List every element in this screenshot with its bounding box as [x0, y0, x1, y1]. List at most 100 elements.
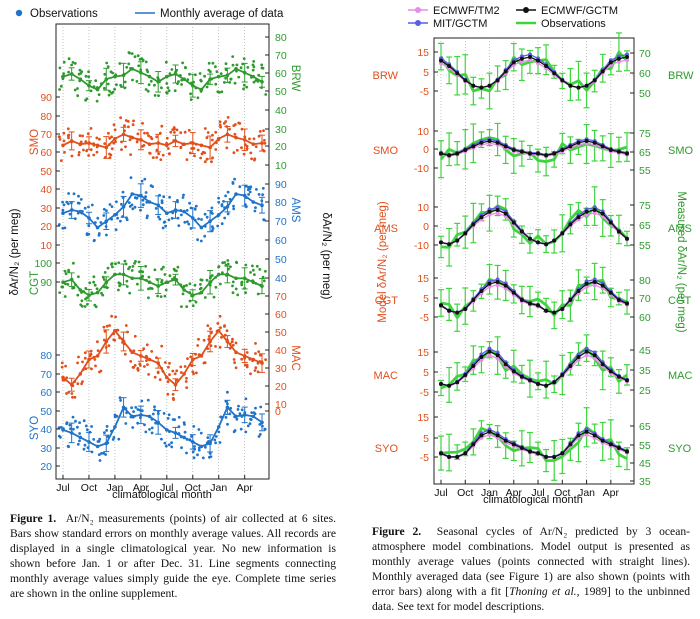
- observation-point: [80, 299, 84, 303]
- observation-point: [198, 287, 202, 291]
- model-point: [487, 429, 492, 434]
- observation-point: [199, 78, 203, 82]
- observation-point: [78, 134, 82, 138]
- observation-point: [62, 139, 66, 143]
- observation-point: [258, 423, 262, 426]
- observation-point: [107, 131, 110, 135]
- figure-2-series-ams: [434, 186, 634, 267]
- observation-point: [172, 267, 176, 271]
- observation-point: [252, 80, 256, 84]
- observation-point: [246, 280, 249, 283]
- observation-point: [62, 131, 66, 135]
- observation-point: [123, 352, 127, 356]
- monthly-average-point: [216, 74, 221, 79]
- monthly-average-point: [165, 375, 169, 380]
- observation-point: [171, 396, 175, 400]
- observation-point: [260, 63, 264, 67]
- observation-point: [144, 60, 148, 64]
- monthly-average-point: [251, 414, 256, 419]
- monthly-average-point: [78, 372, 83, 376]
- figure-2-plot-area: [433, 37, 635, 485]
- observation-point: [228, 127, 231, 131]
- observation-point: [112, 338, 116, 342]
- observation-point: [151, 412, 155, 416]
- observation-point: [219, 72, 223, 75]
- observation-point: [193, 283, 197, 287]
- observation-point: [185, 158, 189, 162]
- figure-1-left-tick-label: 60: [40, 387, 52, 399]
- figure-2-left-tick-label: -5: [420, 387, 429, 399]
- observation-point: [210, 225, 214, 229]
- figure-1-left-tick-label: 100: [34, 258, 52, 270]
- monthly-average-point: [69, 382, 74, 387]
- figure-1-left-tick-label: 80: [40, 350, 52, 362]
- observation-point: [126, 330, 129, 334]
- model-point: [584, 353, 589, 358]
- model-point: [552, 455, 557, 459]
- observation-point: [167, 443, 171, 447]
- figure-1-left-tick-label: 20: [40, 461, 52, 473]
- observation-point: [108, 90, 112, 93]
- monthly-average-point: [121, 205, 126, 209]
- model-point: [503, 283, 508, 288]
- observation-point: [127, 62, 131, 66]
- ecmwf-gctm-legend-marker: [523, 7, 529, 13]
- observation-point: [237, 75, 241, 79]
- observation-point: [127, 267, 130, 271]
- figure-1-x-tick-label: Apr: [133, 482, 150, 494]
- figure-1-right-axis: 80 70 60 50 40 30 20 10 90 80 70 60 50 40 70 60 50 40 30 20…: [265, 32, 287, 418]
- monthly-average-point: [208, 280, 212, 285]
- observation-point: [105, 233, 108, 237]
- observation-point: [67, 133, 70, 137]
- observation-point: [147, 373, 151, 376]
- observation-point: [242, 57, 246, 60]
- figure-1-series-ams: [57, 176, 266, 243]
- observation-point: [61, 208, 65, 212]
- observation-point: [158, 378, 162, 381]
- observation-point: [201, 150, 205, 154]
- model-point: [528, 58, 532, 62]
- model-point: [544, 242, 549, 247]
- observation-point: [248, 137, 251, 141]
- observation-point: [179, 371, 183, 374]
- observation-point: [176, 199, 179, 202]
- observation-point: [166, 86, 170, 90]
- observation-point: [159, 158, 163, 162]
- model-point: [544, 455, 549, 459]
- observation-point: [230, 340, 234, 344]
- observation-point: [77, 151, 81, 154]
- observation-point: [192, 425, 196, 428]
- monthly-average-point: [78, 435, 83, 440]
- model-point: [503, 69, 508, 74]
- observation-point: [252, 65, 256, 69]
- figure-2-y-label-right: Measured δAr/N₂ (per meg): [675, 191, 687, 332]
- observation-point: [92, 280, 96, 284]
- observation-point: [197, 337, 200, 341]
- figure-1-right-tick-label: 80: [275, 197, 287, 209]
- observation-point: [169, 130, 173, 134]
- model-point: [479, 85, 484, 90]
- observation-point: [214, 441, 218, 445]
- observation-point: [167, 89, 171, 93]
- monthly-average-point: [121, 132, 126, 137]
- monthly-average-point: [191, 440, 195, 444]
- figure-2-x-tick-label: Apr: [603, 487, 620, 499]
- observation-point: [62, 72, 66, 75]
- figure-2-x-tick-label: Jul: [531, 487, 544, 499]
- monthly-average-point: [113, 213, 117, 217]
- figure-1-right-tick-label: 40: [275, 273, 287, 285]
- observation-point: [165, 82, 169, 85]
- model-point: [471, 442, 476, 447]
- observation-point: [144, 264, 148, 268]
- model-point: [463, 148, 468, 152]
- figure-2-right-tick-label: 60: [639, 68, 651, 80]
- observation-point: [224, 62, 228, 66]
- model-point: [439, 58, 443, 63]
- observation-point: [85, 97, 89, 101]
- observation-point: [109, 153, 113, 157]
- monthly-average-point: [139, 354, 143, 358]
- model-point: [560, 451, 565, 456]
- observation-point: [188, 201, 192, 205]
- model-point: [568, 442, 573, 447]
- observation-point: [210, 274, 214, 277]
